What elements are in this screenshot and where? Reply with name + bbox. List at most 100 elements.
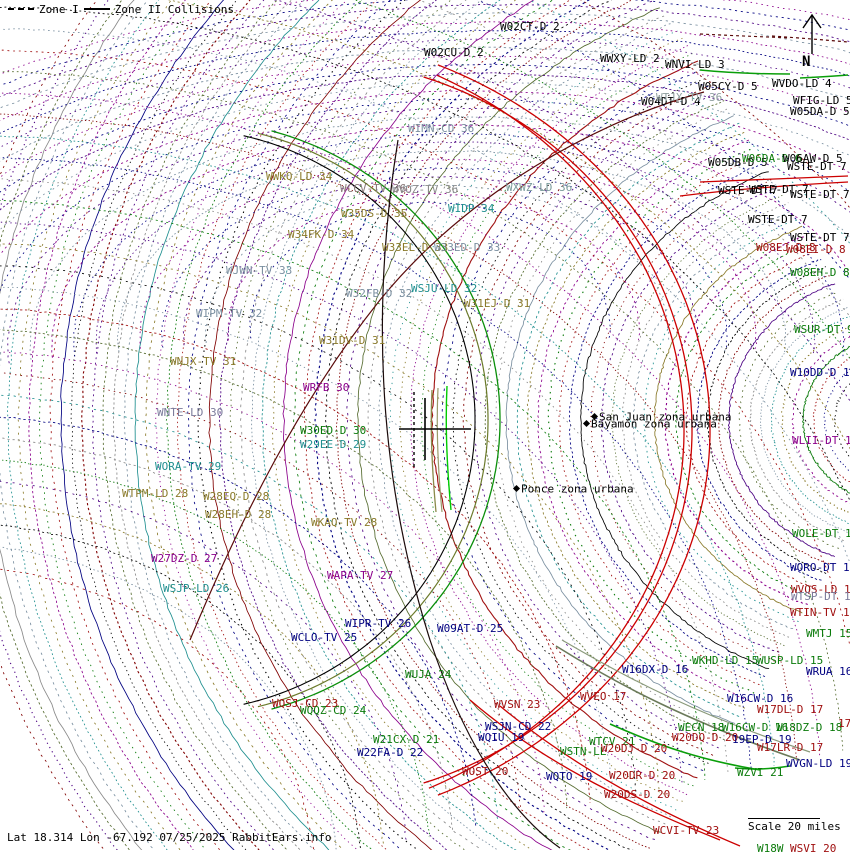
station-label: W29EE-D 29: [300, 438, 367, 451]
station-label: WQIU 19: [478, 731, 525, 744]
station-label: WJWN-TV 33: [226, 264, 293, 277]
station-label: W31EJ-D 31: [464, 297, 531, 310]
station-label: WWKQ-LD 34: [266, 170, 333, 183]
footer-coordinates: Lat 18.314 Lon -67.192 07/25/2025 Rabbit…: [7, 831, 332, 844]
station-label: WVQS-LD 14: [791, 583, 850, 596]
station-label: W33ED-D 33: [434, 241, 501, 254]
station-label: W16CW-D 16: [727, 692, 794, 705]
station-label: W27DZ-D 27: [151, 552, 218, 565]
legend-label-zone-ii: Zone II Collisions: [114, 2, 234, 16]
legend-label-zone-i: Zone I: [39, 2, 79, 16]
station-label: W08EI-D 8: [786, 243, 846, 256]
station-label: W33EL-D 33: [382, 241, 449, 254]
station-label: WORA-TV 29: [155, 460, 222, 473]
station-label: WWXY-LD 2: [600, 52, 660, 65]
station-label: WVEO 17: [580, 690, 627, 703]
city-label: Ponce zona urbana: [521, 482, 634, 496]
station-label: WOLE-DT 12: [792, 527, 850, 540]
station-label: WVDO-LD 4: [772, 77, 832, 90]
station-label: W18W: [757, 842, 784, 855]
city-marker: Bayamón zona urbana: [582, 417, 717, 431]
station-label: W20DQ-D 20: [672, 731, 739, 744]
scale-bar-line: [748, 818, 820, 819]
station-label: WCCV-TV 36: [340, 182, 407, 195]
station-label: W32FB-D 32: [346, 287, 413, 300]
station-label: WQSJ-CD 23: [272, 697, 339, 710]
station-label: W10DD-D 10: [790, 366, 850, 379]
compass: N: [795, 12, 829, 74]
station-label: WNTE-LD 30: [157, 406, 224, 419]
station-label: WECN 18: [678, 721, 725, 734]
station-label: W21CX-D 21: [373, 733, 440, 746]
station-label: WMTJ 15: [806, 627, 850, 640]
station-label: WQTO 19: [546, 770, 593, 783]
station-label: WUSP-LD 15: [757, 654, 824, 667]
zone-ii-line-sample: [83, 8, 110, 10]
station-label: WSTE-DT 7: [718, 184, 778, 197]
station-label: WFIG-LD 5: [793, 94, 850, 107]
station-label: W17DL-D 17: [757, 703, 824, 716]
zone-i-line-sample: [8, 8, 34, 10]
station-label: W17LR-D 17: [757, 741, 824, 754]
station-label: W22FA-D 22: [357, 746, 424, 759]
station-label: WRUA 16: [806, 665, 850, 678]
station-label: W28EQ-D 28: [203, 490, 270, 503]
station-label: W18DZ-D 18: [776, 721, 843, 734]
station-label: WXWZ-LD 36: [506, 181, 573, 194]
station-label: WNVI-LD 3: [665, 58, 725, 71]
station-label: W05DA-D 5: [790, 105, 850, 118]
station-label: W16DX-D 16: [622, 663, 689, 676]
station-label: W02CT-D 2: [500, 20, 560, 33]
station-label: W06AW-D 5: [783, 152, 843, 165]
station-label: W28EH-D 28: [205, 508, 272, 521]
scale-bar: Scale 20 miles: [748, 818, 841, 833]
station-label: W20DR-D 20: [609, 769, 676, 782]
station-label: W06DA-D 6: [742, 152, 802, 165]
city-marker: Ponce zona urbana: [512, 482, 634, 496]
station-label: W08EJ-D 8: [756, 241, 816, 254]
station-label: WIPR-TV 26: [345, 617, 412, 630]
station-label: WTPM-LD 28: [122, 487, 189, 500]
compass-north-label: N: [802, 54, 811, 70]
station-label: W05CY-D 5: [698, 80, 758, 93]
station-label: W20DS-D 20: [604, 788, 671, 801]
station-label: WKAQ-TV 28: [311, 516, 378, 529]
station-label: WIDP 34: [448, 202, 495, 215]
station-label: W16CW-D 16: [722, 721, 789, 734]
station-label: WSTE-DT 7: [749, 183, 809, 196]
station-label: WTJX-TV 36: [656, 91, 723, 104]
station-label: W30ED-D 30: [300, 424, 367, 437]
station-label: WSTE-DT 7: [790, 188, 850, 201]
north-arrow-icon: [802, 13, 822, 54]
station-label: WSVI 20: [790, 842, 837, 855]
station-label: WCLO-TV 25: [291, 631, 358, 644]
station-label: WCVI-TV 23: [653, 824, 720, 837]
station-label: WIPM-TV 32: [196, 307, 263, 320]
station-label: 17: [838, 717, 850, 730]
station-label: WKHD-LD 15: [692, 654, 759, 667]
station-label: W05DB-D 5: [708, 156, 768, 169]
reference-point-crosshair: [399, 392, 471, 467]
city-label: San Juan zona urbana: [599, 410, 732, 424]
station-label: W09AT-D 25: [437, 622, 504, 635]
station-label: WSJP-LD 26: [163, 582, 230, 595]
station-label: 19EP-D 19: [732, 733, 792, 746]
station-label: W20DJ-D 20: [601, 742, 668, 755]
station-label: WVSN 23: [494, 698, 541, 711]
station-label: W08EH-D 8: [790, 266, 850, 279]
station-label: WSTE-DT 7: [748, 213, 808, 226]
station-label: WQQZ-CD 24: [300, 704, 367, 717]
station-label: WTSP-DT 13: [791, 590, 850, 603]
city-dot-icon: [582, 419, 591, 427]
station-label: WSTN-LL: [560, 745, 607, 758]
station-label: WOST 20: [462, 765, 509, 778]
scale-bar-label: Scale 20 miles: [748, 820, 841, 833]
station-label: WSTE-DT 7: [790, 231, 850, 244]
station-label: WSUR-DT 9: [794, 323, 850, 336]
station-label: W35DS-D 35: [341, 207, 408, 220]
station-label: WIMN-CD 36: [408, 122, 475, 135]
station-label: WZVI 21: [737, 766, 784, 779]
station-label: WTIN-TV 14: [790, 606, 850, 619]
station-label: WSJN-CD 22: [485, 720, 552, 733]
station-label: W31DV-D 31: [319, 334, 386, 347]
